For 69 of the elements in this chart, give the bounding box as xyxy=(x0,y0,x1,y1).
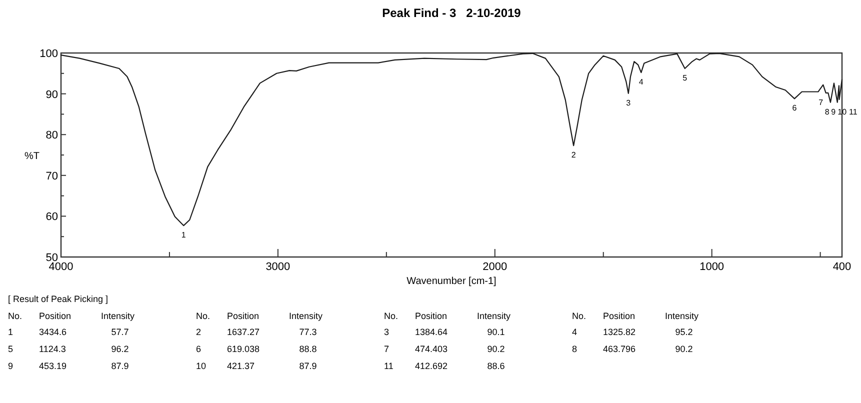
text: 619.038 xyxy=(227,344,260,354)
y-tick-label: 100 xyxy=(40,48,58,60)
text: 57.7 xyxy=(111,327,129,337)
chart-title: Peak Find - 3 2-10-2019 xyxy=(382,6,522,20)
annotation: 3 xyxy=(626,98,632,108)
text: 7 xyxy=(384,344,390,354)
y-tick-label: 90 xyxy=(46,88,58,101)
x-tick-label: 1000 xyxy=(700,261,724,273)
annotation: 8 xyxy=(824,107,830,116)
text: No. xyxy=(196,311,210,321)
text: 88.8 xyxy=(299,344,317,354)
text: 90.2 xyxy=(675,344,693,354)
text: Position xyxy=(415,311,448,321)
text: 453.19 xyxy=(39,361,67,371)
annotation: 2 xyxy=(571,150,576,160)
text: 10 xyxy=(196,361,206,371)
text: Position xyxy=(603,311,636,321)
text: 5 xyxy=(8,344,14,354)
text: 90.1 xyxy=(487,327,505,337)
text: 474.403 xyxy=(415,344,448,354)
text: Position xyxy=(39,311,72,321)
annotation: 5 xyxy=(682,74,688,83)
text: 88.6 xyxy=(487,361,505,371)
y-axis-title: %T xyxy=(24,151,40,162)
text: 1637.27 xyxy=(227,327,260,337)
text: 1 xyxy=(8,327,14,337)
text: No. xyxy=(8,311,22,321)
annotation: 4 xyxy=(638,78,644,87)
text: 412.692 xyxy=(415,361,448,371)
text: 3 xyxy=(384,327,390,337)
text: No. xyxy=(384,311,398,321)
x-tick-label: 400 xyxy=(832,261,852,273)
text: Intensity xyxy=(665,311,699,321)
text: 77.3 xyxy=(299,327,317,337)
x-axis-title: Wavenumber [cm-1] xyxy=(406,276,497,287)
annotation: 7 xyxy=(818,98,824,107)
x-tick-label: 3000 xyxy=(266,261,290,273)
text: 463.796 xyxy=(603,344,636,354)
text: 1325.82 xyxy=(603,327,636,337)
text: 421.37 xyxy=(227,361,255,371)
x-tick-label: 4000 xyxy=(48,261,74,273)
text: 1124.3 xyxy=(39,344,66,354)
y-tick-label: 70 xyxy=(46,170,58,182)
text: 87.9 xyxy=(111,361,129,371)
text: 2 xyxy=(196,327,202,337)
annotation: 9 xyxy=(831,107,836,116)
text: [ Result of Peak Picking ] xyxy=(8,294,108,304)
text: Position xyxy=(227,311,260,321)
y-tick-label: 80 xyxy=(46,130,58,142)
text: 1384.64 xyxy=(415,327,448,337)
text: 11 xyxy=(384,361,394,371)
text: 90.2 xyxy=(487,344,505,354)
text: 87.9 xyxy=(299,361,317,371)
text: 96.2 xyxy=(111,344,129,354)
annotation: 6 xyxy=(792,104,798,113)
text: 95.2 xyxy=(675,327,693,337)
text: Intensity xyxy=(477,311,511,321)
text: Intensity xyxy=(101,311,136,321)
text: 8 xyxy=(572,344,578,354)
y-tick-label: 60 xyxy=(46,211,58,224)
text: 6 xyxy=(196,344,202,354)
annotation: 1 xyxy=(181,230,186,240)
text: 4 xyxy=(572,327,578,337)
annotation: 11 xyxy=(849,107,858,116)
x-tick-label: 2000 xyxy=(482,261,508,273)
text: Intensity xyxy=(289,311,323,321)
text: 3434.6 xyxy=(39,327,67,337)
text: No. xyxy=(572,311,586,321)
text: 9 xyxy=(8,361,14,371)
